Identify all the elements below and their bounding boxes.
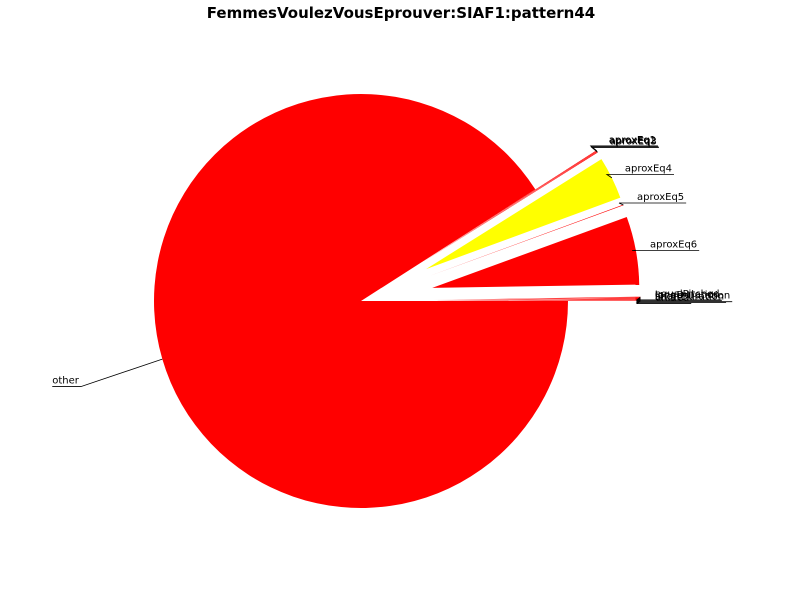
slice-label-text: aproxEq2: [609, 136, 656, 147]
pie-slice-short-duration: [433, 299, 641, 301]
pie-slice-aprox-eq5: [429, 204, 624, 277]
slice-label-aprox-eq4: aproxEq4: [605, 164, 675, 179]
slice-label-unified: unified: [635, 293, 692, 304]
slice-label-other: other: [52, 358, 163, 387]
slice-label-text: aproxEq5: [637, 192, 684, 203]
slice-label-text: longerDuration: [655, 291, 730, 302]
slice-label-long-duration: longDuration: [635, 290, 722, 302]
slice-label-aprox-eq6: aproxEq6: [632, 240, 700, 252]
slice-label-text: aproxEq3: [610, 136, 657, 147]
slice-label-aprox-eq5: aproxEq5: [618, 192, 687, 206]
pie-slice-aprox-eq1: [422, 150, 597, 263]
slice-label-text: unified: [655, 293, 689, 304]
slice-label-short-duration: shortDuration: [635, 292, 727, 304]
slice-leader-line: [635, 300, 692, 304]
slice-leader-line: [618, 202, 687, 206]
pie-slice-aprox-eq2: [422, 151, 598, 263]
pie-slice-long-duration: [433, 297, 641, 301]
slice-label-text: equalPitched: [655, 289, 720, 300]
slice-label-text: other: [52, 376, 80, 387]
slice-leader-line: [605, 174, 675, 179]
pie-slice-longer-duration: [433, 298, 641, 301]
slice-leader-line: [635, 299, 727, 304]
slice-label-text: aproxEq4: [625, 164, 672, 175]
slice-leader-line: [635, 296, 722, 301]
slice-label-equal-pitched: equalPitched: [635, 289, 722, 301]
pie-slice-other: [154, 93, 568, 509]
pie-slice-aprox-eq3: [422, 151, 598, 263]
slice-label-text: aproxEq1: [609, 135, 656, 146]
slice-label-text: aproxEq6: [650, 240, 697, 251]
slice-leader-line: [635, 298, 733, 303]
pie-slice-aprox-eq4: [426, 159, 621, 270]
chart-title: FemmesVoulezVousEprouver:SIAF1:pattern44: [207, 4, 595, 22]
slice-label-text: longDuration: [655, 290, 720, 301]
slice-leader-line: [635, 297, 722, 302]
slices-layer: [154, 93, 641, 509]
slice-label-longer-duration: longerDuration: [635, 291, 733, 303]
slice-leader-line: [590, 147, 659, 153]
pie-slice-equal-pitched: [433, 296, 641, 300]
pie-slice-unified: [433, 300, 641, 301]
pie-slice-aprox-eq6: [432, 217, 640, 288]
slice-label-aprox-eq3: aproxEq3: [590, 136, 659, 153]
slice-leader-line: [52, 358, 163, 387]
slice-label-text: shortDuration: [655, 292, 724, 303]
